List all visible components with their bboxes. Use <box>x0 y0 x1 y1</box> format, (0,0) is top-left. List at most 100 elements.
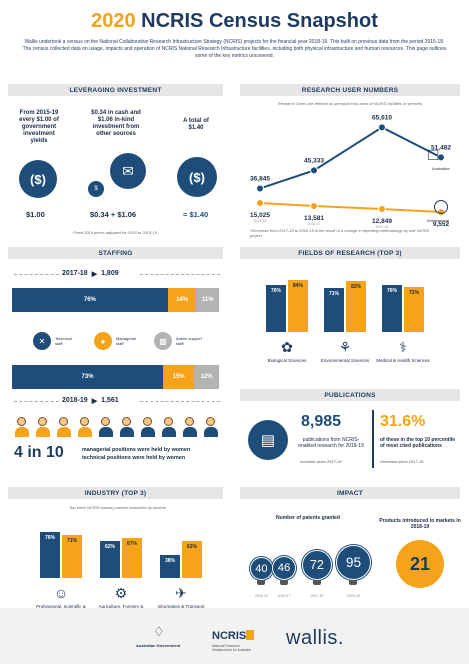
patent-bulb: 40 <box>250 557 273 580</box>
footer <box>0 608 469 664</box>
data-label: 12,849 <box>372 218 392 225</box>
staffing-segment: 73% <box>12 365 164 389</box>
wallis-logo: wallis. <box>286 627 344 649</box>
investment-note: Fixed 2019 prices adjusted for 2015 to 2… <box>73 230 157 235</box>
staffing-line1 <box>14 274 59 275</box>
industry-header: INDUSTRY (TOP 3) <box>8 487 223 499</box>
globe-icon <box>434 200 448 214</box>
industry-bar: 76% <box>40 532 60 578</box>
data-label: 51,482 <box>431 144 451 151</box>
staffing-year2-label: 2018-19 <box>62 397 88 404</box>
admin-staff-icon: ▩ <box>154 332 172 350</box>
publications-pct: 31.6% <box>380 413 426 430</box>
investment-col3: A total of $1.40 <box>183 118 209 131</box>
field-label: Environmental Sciences <box>320 358 370 363</box>
women-icons-row <box>14 417 224 439</box>
patent-bulb: 72 <box>302 550 332 580</box>
ncris-logo: NCRIS <box>212 630 247 642</box>
title-text: NCRIS Census Snapshot <box>141 10 378 32</box>
staffing-segment: 76% <box>12 288 168 312</box>
bulb-base-icon <box>312 580 321 585</box>
data-point <box>256 184 264 193</box>
dollar-circle-icon: ($) <box>19 160 57 198</box>
investment-v1: $1.00 <box>26 210 45 219</box>
publications-pct-trend: Decrease since 2017-18 <box>380 459 424 464</box>
international-label: International <box>427 218 450 223</box>
total-dollar-circle-icon: ($) <box>177 157 217 197</box>
publications-header: PUBLICATIONS <box>240 389 460 401</box>
data-label: 9,552 <box>433 221 450 228</box>
bulb-year-label: 2017-18 <box>310 594 324 598</box>
page-title: 2020 NCRIS Census Snapshot <box>0 10 469 33</box>
woman-icon <box>56 417 71 437</box>
field-label: Medical & Health Sciences <box>376 358 430 363</box>
x-tick-label: 2017-18 <box>376 225 389 228</box>
bulb-year-label: 2018-19 <box>347 594 360 598</box>
industry-bar: 62% <box>182 540 202 578</box>
investment-col2: $0.34 in cash and $1.06 in-kind investme… <box>91 110 141 137</box>
pubs-divider <box>372 410 374 468</box>
play-icon: ▶ <box>91 271 98 278</box>
play-icon: ▶ <box>91 398 98 405</box>
plant-icon: ✿ <box>281 339 293 355</box>
technical-staff-icon: ✕ <box>33 332 51 350</box>
bulb-year-label: 2015-16 <box>254 594 268 598</box>
data-label: 65,610 <box>372 114 392 121</box>
investment-v2: $0.34 + $1.06 <box>90 210 137 219</box>
staffing-year2: 2018-19 ▶ 1,561 <box>62 397 119 405</box>
field-bar: 76% <box>266 284 286 332</box>
x-tick-label: 2015-16 <box>254 219 267 223</box>
field-bar: 76% <box>382 284 402 332</box>
gov-label: Australian Government <box>136 643 181 648</box>
patent-bulb: 46 <box>272 555 297 580</box>
woman-icon <box>14 417 29 437</box>
staffing-header: STAFFING <box>8 247 223 259</box>
field-bar: 84% <box>288 279 308 332</box>
managerial-staff-icon: ● <box>94 332 112 350</box>
series-line-0 <box>259 126 442 190</box>
users-note: *Decrease from 2017-18 to 2018-19 is the… <box>250 228 430 238</box>
staffing-bar-2018: 73% 15% 12% <box>12 365 219 389</box>
legend-admin: Admin support staff <box>176 336 202 346</box>
woman-icon <box>35 417 50 437</box>
transport-icon: ✈ <box>175 585 187 601</box>
staffing-year1: 2017-18 ▶ 1,809 <box>62 270 119 278</box>
publications-trend: Increase since 2017-18 <box>300 459 342 464</box>
bulb-base-icon <box>349 580 358 585</box>
x-tick-label: 2016-17 <box>308 222 321 226</box>
field-bar: 71% <box>324 287 344 332</box>
products-title: Products introduced to markets in 2018-1… <box>379 518 461 530</box>
ncris-sub: National Research Infrastructure for Aus… <box>212 644 251 652</box>
small-dollar-icon: $ <box>88 181 104 197</box>
series-line-1 <box>259 202 442 213</box>
investment-col1: From 2015-19 every $1.00 of government i… <box>19 110 59 144</box>
title-year: 2020 <box>91 10 136 32</box>
publications-desc: publications from NCRIS-enabled research… <box>298 437 364 449</box>
ncris-mark-icon <box>246 630 254 640</box>
woman-icon <box>140 417 155 437</box>
women-ratio: 4 in 10 <box>14 444 64 461</box>
publications-count: 8,985 <box>301 413 342 430</box>
scientist-icon: ☺ <box>53 585 69 601</box>
patent-bulb: 95 <box>336 545 371 580</box>
industry-bar: 62% <box>100 540 120 578</box>
data-point <box>437 153 445 162</box>
industry-bar: 71% <box>62 535 82 578</box>
bulb-base-icon <box>257 580 266 585</box>
staffing-line2b <box>140 401 220 402</box>
woman-icon <box>98 417 113 437</box>
australia-label: Australian <box>432 166 450 171</box>
legend-technical: Technical staff <box>55 336 72 346</box>
field-bar: 82% <box>346 281 366 332</box>
leaf-icon: ⚘ <box>338 339 352 355</box>
data-point <box>378 205 386 213</box>
data-point <box>256 199 264 207</box>
book-icon: ▤ <box>248 420 288 460</box>
data-label: 36,845 <box>250 175 270 182</box>
products-count: 21 <box>409 553 431 574</box>
data-point <box>310 166 318 175</box>
donation-icon: ✉ <box>110 153 146 189</box>
publications-pct-desc: of these in the top 10 percentile of mos… <box>380 437 456 449</box>
staffing-year1-label: 2017-18 <box>62 270 88 277</box>
